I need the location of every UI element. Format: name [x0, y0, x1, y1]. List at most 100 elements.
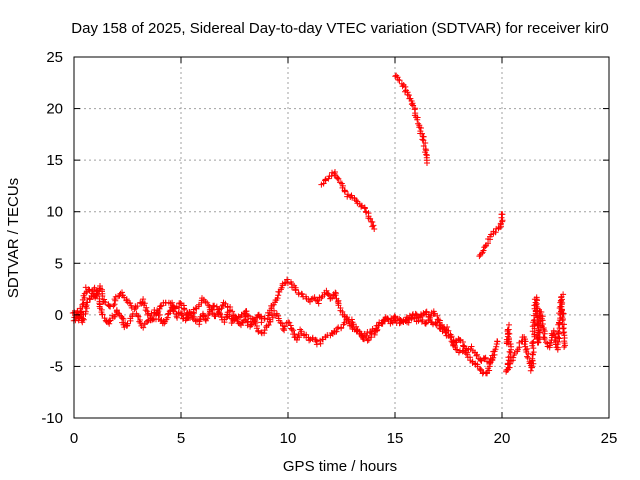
data-point: [558, 298, 565, 305]
data-point: [140, 324, 147, 331]
data-point: [242, 313, 249, 320]
data-point: [524, 353, 531, 360]
data-point: [306, 337, 313, 344]
data-point: [181, 306, 188, 313]
data-point: [524, 354, 531, 361]
data-point: [404, 91, 411, 98]
y-tick-label: 15: [46, 152, 63, 169]
data-point: [423, 151, 430, 158]
data-point: [107, 303, 114, 310]
data-point: [348, 316, 355, 323]
x-tick-label: 25: [601, 430, 618, 447]
data-point: [265, 322, 272, 328]
series-track-4: [392, 72, 430, 166]
data-point: [434, 319, 441, 326]
data-point: [265, 312, 272, 319]
data-point: [258, 319, 265, 326]
chart-title: Day 158 of 2025, Sidereal Day-to-day VTE…: [71, 20, 608, 37]
data-point: [111, 301, 118, 308]
data-point: [492, 229, 499, 236]
data-point: [532, 299, 539, 306]
data-point: [550, 327, 557, 334]
data-point: [555, 334, 561, 341]
data-point: [157, 303, 164, 310]
data-point: [481, 355, 488, 362]
data-point: [445, 327, 452, 334]
data-point: [223, 314, 230, 321]
y-axis-label: SDTVAR / TECUs: [5, 178, 22, 298]
data-point: [527, 367, 534, 374]
y-tick-label: 10: [46, 204, 63, 221]
data-point: [530, 351, 536, 358]
data-point: [374, 326, 381, 333]
data-point: [482, 354, 489, 361]
data-point: [134, 312, 141, 319]
data-point: [274, 295, 281, 302]
data-point: [341, 187, 348, 194]
data-point: [334, 175, 341, 182]
data-point: [333, 328, 340, 335]
data-point: [261, 315, 268, 322]
y-tick-label: 25: [46, 49, 63, 66]
data-point: [358, 203, 365, 210]
data-point: [420, 143, 427, 149]
data-point: [80, 316, 87, 323]
data-point: [505, 330, 512, 337]
data-point: [529, 339, 536, 346]
data-point: [522, 338, 529, 345]
data-point: [424, 160, 430, 166]
data-point: [189, 315, 196, 321]
data-point: [414, 116, 421, 123]
data-point: [419, 130, 425, 137]
data-point: [93, 292, 100, 299]
data-point: [561, 344, 568, 350]
data-point: [284, 276, 291, 283]
data-point: [334, 299, 341, 305]
data-point: [498, 211, 505, 218]
data-point: [271, 307, 277, 314]
data-point: [313, 341, 320, 348]
data-point: [332, 292, 339, 299]
data-point: [82, 303, 89, 310]
data-point: [506, 321, 512, 328]
y-tick-label: 20: [46, 101, 63, 118]
data-point: [178, 312, 185, 319]
data-point: [309, 335, 316, 342]
data-point: [275, 312, 282, 319]
data-point: [187, 310, 194, 317]
data-point: [541, 335, 548, 342]
y-tick-label: -10: [41, 410, 63, 427]
data-point: [315, 300, 322, 307]
data-point: [530, 360, 537, 367]
data-point: [480, 247, 487, 254]
data-point: [476, 365, 483, 372]
data-point: [84, 299, 91, 306]
data-point: [560, 310, 567, 317]
data-point: [196, 316, 203, 323]
data-point: [298, 328, 305, 335]
data-point: [433, 321, 440, 328]
data-point: [379, 319, 386, 326]
data-point: [99, 311, 106, 318]
x-tick-label: 10: [280, 430, 297, 447]
data-point: [183, 315, 190, 322]
data-point: [313, 338, 320, 345]
x-axis-label: GPS time / hours: [283, 458, 397, 475]
data-point: [292, 287, 299, 294]
y-tick-label: 0: [55, 307, 63, 324]
data-point: [507, 360, 514, 367]
data-point: [402, 88, 408, 95]
x-tick-label: 5: [177, 430, 185, 447]
data-point: [261, 330, 268, 337]
data-point: [281, 323, 288, 330]
data-point: [540, 326, 547, 333]
data-point: [252, 319, 259, 326]
data-point: [99, 293, 106, 299]
data-point: [134, 303, 141, 310]
data-point: [361, 336, 367, 343]
data-point: [448, 333, 455, 340]
data-point: [258, 329, 265, 336]
data-point: [558, 307, 565, 314]
data-point: [177, 300, 184, 306]
